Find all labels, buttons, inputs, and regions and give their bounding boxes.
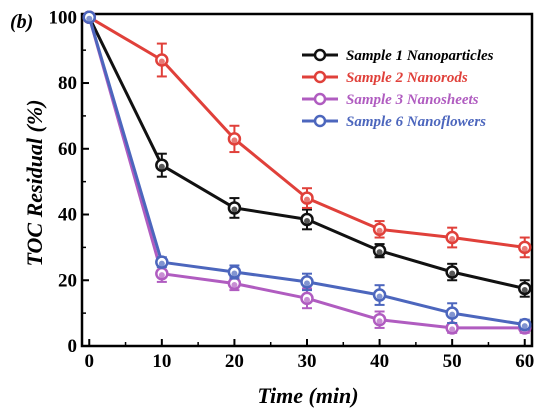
data-point-fill [231,206,238,213]
data-point-fill [158,260,165,267]
data-point-fill [521,323,528,330]
legend-label: Sample 3 Nanosheets [346,92,479,108]
y-tick-label: 100 [49,7,78,28]
data-point-fill [86,15,93,22]
legend-swatch-marker [313,70,327,84]
legend-entry: Sample 3 Nanosheets [302,92,479,108]
data-point-fill [158,163,165,170]
legend-label: Sample 1 Nanoparticles [346,48,494,64]
legend-label: Sample 6 Nanoflowers [346,114,486,130]
x-tick-label: 10 [152,351,171,372]
y-tick-label: 20 [58,270,77,291]
data-point-fill [521,245,528,252]
data-point-fill [376,318,383,325]
plot-area: 0 10 20 30 40 50 60 0 20 40 60 80 100 [49,7,535,372]
y-tick-label: 0 [68,336,78,357]
legend: Sample 1 Nanoparticles Sample 2 Nanorods S… [302,48,494,130]
data-point-fill [449,326,456,333]
data-point-fill [304,296,310,303]
x-tick-label: 40 [370,351,389,372]
data-point-fill [521,286,528,293]
legend-entry: Sample 1 Nanoparticles [302,48,494,64]
data-point-fill [449,270,456,277]
x-tick-label: 20 [225,351,244,372]
legend-swatch-marker [313,48,327,62]
x-tick-label: 50 [443,351,462,372]
data-point-fill [304,280,310,287]
panel-label: (b) [10,11,33,33]
y-tick-label: 40 [58,205,77,226]
data-point-fill [158,58,165,65]
series-2 [82,10,532,259]
data-point-fill [231,270,238,277]
data-point-fill [376,293,383,300]
data-point-fill [376,249,383,256]
y-tick-label: 80 [58,73,77,94]
data-point-fill [158,272,165,279]
y-tick-label: 60 [58,139,77,160]
series-3 [82,10,532,335]
data-point-fill [449,311,456,318]
y-axis-title: TOC Residual (%) [22,99,47,266]
legend-swatch-marker [313,114,327,128]
series-4 [82,10,532,332]
data-point-fill [231,282,238,289]
x-axis-title: Time (min) [257,383,358,408]
data-point-fill [449,236,456,243]
data-point-fill [231,137,238,144]
x-tick-label: 0 [85,351,95,372]
x-tick-label: 60 [515,351,534,372]
legend-swatch-marker [313,92,327,106]
x-tick-label: 30 [298,351,317,372]
legend-label: Sample 2 Nanorods [346,70,468,86]
data-point-fill [304,217,310,224]
data-point-fill [376,227,383,234]
data-point-fill [304,196,310,203]
legend-entry: Sample 6 Nanoflowers [302,114,486,130]
legend-entry: Sample 2 Nanorods [302,70,468,86]
